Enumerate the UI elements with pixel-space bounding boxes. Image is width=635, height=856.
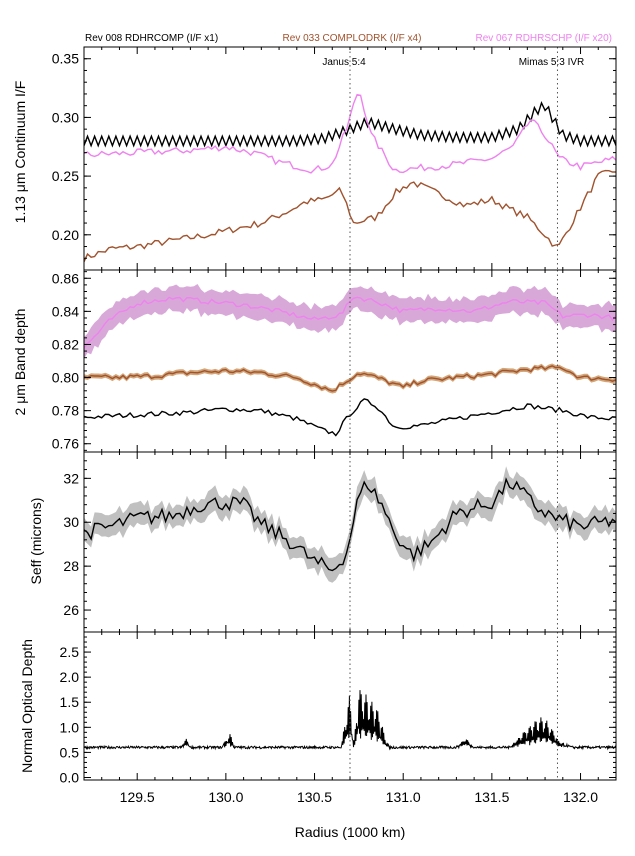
panels: Janus 5:4 Mimas 5:3 IVR 0.20 0.25 0.30 0.35 0.… xyxy=(52,46,617,805)
series-band-2-0 xyxy=(84,466,616,583)
xtick-label-4: 131.5 xyxy=(474,789,509,805)
series-line-1-1 xyxy=(84,365,616,392)
ytick-label-2-1: 28 xyxy=(63,558,79,574)
xtick-label-1: 130.0 xyxy=(208,789,243,805)
series-line-1-0 xyxy=(84,398,616,437)
ytick-label-3-3: 1.5 xyxy=(60,694,80,710)
panel-0: Janus 5:4 Mimas 5:3 IVR 0.20 0.25 0.30 0.35 xyxy=(52,46,617,271)
ylabel-band-depth: 2 μm Band depth xyxy=(12,309,28,416)
axis-labels: 1.13 μm Continuum I/F 2 μm Band depth Se… xyxy=(12,81,405,840)
ytick-label-1-3: 0.82 xyxy=(52,336,79,352)
panel-3: 0.0 0.5 1.0 1.5 2.0 2.5 129.5 130.0 130.5 131.0 13… xyxy=(60,631,617,805)
xlabel-radius: Radius (1000 km) xyxy=(295,824,406,840)
ytick-label-0-2: 0.30 xyxy=(52,109,79,125)
ytick-label-2-3: 32 xyxy=(63,470,79,486)
series-line-0-2 xyxy=(84,93,616,174)
series-line-3-0 xyxy=(84,690,616,751)
ytick-label-1-5: 0.86 xyxy=(52,270,79,286)
legend-entry-rev033: Rev 033 COMPLODRK (I/F x4) xyxy=(283,33,422,44)
ytick-label-0-1: 0.25 xyxy=(52,168,79,184)
ylabel-optical-depth: Normal Optical Depth xyxy=(19,639,35,773)
xtick-label-0: 129.5 xyxy=(120,789,155,805)
ytick-label-2-2: 30 xyxy=(63,514,79,530)
series-line-0-1 xyxy=(84,169,616,263)
legend-entry-rev008: Rev 008 RDHRCOMP (I/F x1) xyxy=(85,33,218,44)
legend-entry-rev067: Rev 067 RDHRSCHP (I/F x20) xyxy=(475,33,612,44)
ylabel-continuum: 1.13 μm Continuum I/F xyxy=(12,81,28,224)
ytick-label-2-0: 26 xyxy=(63,602,79,618)
ylabel-seff: Seff (microns) xyxy=(28,498,44,585)
ytick-label-0-3: 0.35 xyxy=(52,51,79,67)
ytick-label-3-0: 0.0 xyxy=(60,769,80,785)
xtick-label-2: 130.5 xyxy=(297,789,332,805)
panel-2: 26 28 30 32 xyxy=(63,451,617,633)
ytick-label-3-4: 2.0 xyxy=(60,669,80,685)
ytick-label-3-5: 2.5 xyxy=(60,644,80,660)
ytick-label-0-0: 0.20 xyxy=(52,227,79,243)
ytick-label-1-1: 0.78 xyxy=(52,403,79,419)
xtick-label-3: 131.0 xyxy=(386,789,421,805)
plot-area-3 xyxy=(84,690,616,751)
resonance-label-0: Janus 5:4 xyxy=(322,57,366,68)
ytick-label-3-1: 0.5 xyxy=(60,744,80,760)
panel-1: 0.76 0.78 0.80 0.82 0.84 0.86 xyxy=(52,269,617,453)
ytick-label-1-0: 0.76 xyxy=(52,436,79,452)
legend: Rev 008 RDHRCOMP (I/F x1) Rev 033 COMPLO… xyxy=(85,33,612,44)
resonance-label-1: Mimas 5:3 IVR xyxy=(519,57,585,68)
ytick-label-3-2: 1.0 xyxy=(60,719,80,735)
ytick-label-1-2: 0.80 xyxy=(52,370,79,386)
xtick-label-5: 132.0 xyxy=(563,789,598,805)
ytick-label-1-4: 0.84 xyxy=(52,303,79,319)
